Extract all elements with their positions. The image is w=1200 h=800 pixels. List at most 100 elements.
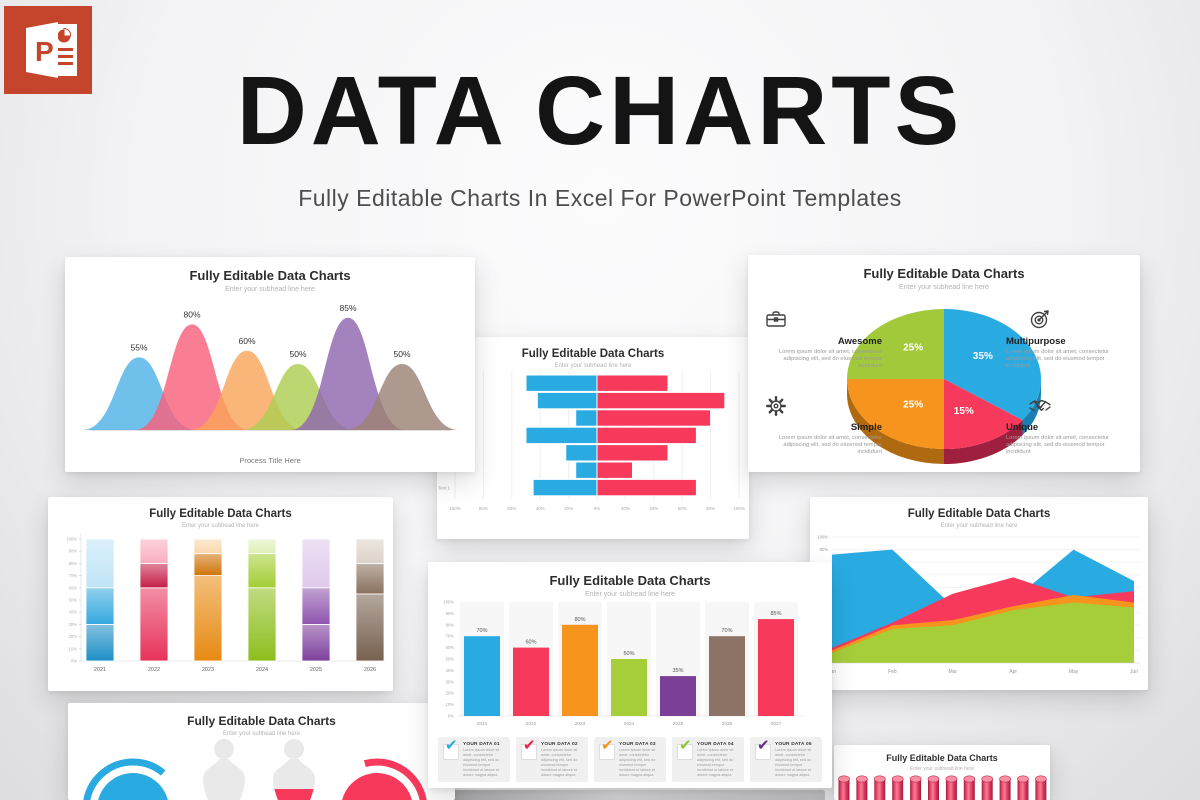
cylinder-bar — [945, 779, 957, 800]
header: DATA CHARTS Fully Editable Charts In Exc… — [0, 62, 1200, 212]
column-segment — [247, 538, 277, 555]
chart-label: 15% — [954, 406, 974, 417]
chart-label: 60% — [525, 640, 536, 646]
chart-label: 2026 — [722, 721, 733, 727]
bar — [562, 624, 598, 716]
tornado-bar-left — [575, 461, 598, 479]
column-segment — [301, 624, 331, 662]
svg-text:P: P — [35, 36, 54, 67]
bar — [660, 676, 696, 716]
tornado-bar-left — [536, 391, 598, 410]
chart-label: 70% — [446, 634, 455, 639]
chart-label: 20% — [621, 506, 630, 511]
chart-label: 80% — [183, 309, 200, 319]
callout-title: Multipurpose — [1006, 336, 1066, 347]
gear-icon — [764, 393, 882, 419]
slide-subtitle: Enter your subhead line here — [899, 284, 989, 291]
chart-label: 60% — [69, 585, 78, 590]
chart-label: 40% — [649, 506, 658, 511]
stacked-column-chart: 0% 10% 20% 30% 40% 50% 60% 70% 80% 90% 100% 2021 202… — [66, 533, 386, 673]
pie-callout-awesome: Awesome Lorem ipsum dolor sit amet, conse… — [764, 307, 882, 370]
legend-title: YOUR DATA 03 — [619, 741, 656, 747]
legend-text: Lorem ipsum dolor sit amet, consectetur … — [697, 748, 734, 778]
chart-label: 50% — [393, 349, 410, 359]
chart-label: 50% — [446, 657, 455, 662]
slide-title: Fully Editable Data Charts — [149, 508, 292, 520]
chart-label: 2024 — [256, 667, 268, 673]
pie-slice-side — [847, 379, 944, 464]
tornado-bar-left — [525, 426, 598, 445]
chart-label: 2022 — [526, 721, 537, 727]
column-segment — [301, 538, 331, 589]
checkbox-icon: ✔ — [677, 738, 693, 760]
callout-text: Lorem ipsum dolor sit amet, consectetur … — [1006, 349, 1110, 370]
chart-label: 2022 — [148, 667, 160, 673]
chart-label: 100% — [443, 600, 454, 605]
chart-label: 100% — [817, 535, 828, 540]
chart-label: 40% — [69, 610, 78, 615]
legend-title: YOUR DATA 05 — [775, 741, 812, 747]
bar — [513, 647, 549, 716]
page-subtitle: Fully Editable Charts In Excel For Power… — [298, 185, 902, 211]
chart-label: 20% — [564, 506, 573, 511]
legend-box: ✔ YOUR DATA 04 Lorem ipsum dolor sit amet,… — [672, 736, 744, 782]
chart-label: 70% — [69, 573, 78, 578]
donut-arc — [83, 758, 166, 800]
chart-label: 2021 — [94, 667, 106, 673]
slide-card-cylinders: Fully Editable Data Charts Enter your su… — [834, 745, 1050, 800]
partial-card-edge — [447, 790, 825, 800]
cylinder-bar — [981, 779, 993, 800]
column-segment — [355, 563, 385, 595]
chart-label: 2025 — [673, 721, 684, 727]
chart-label: 85% — [770, 611, 781, 617]
chart-label: 35% — [973, 351, 993, 362]
tornado-bar-left — [575, 409, 598, 427]
chart-label: 90% — [446, 611, 455, 616]
chart-label: 10% — [446, 702, 455, 707]
tornado-bar-left — [565, 444, 598, 462]
donut-circle-blue — [98, 773, 168, 800]
pie-callout-multipurpose: Multipurpose Lorem ipsum dolor sit amet, … — [1006, 307, 1124, 370]
legend-box: ✔ YOUR DATA 03 Lorem ipsum dolor sit amet,… — [594, 736, 666, 782]
chart-label: Feb — [888, 669, 897, 675]
cylinder-chart — [838, 775, 1047, 800]
bell-shape — [345, 364, 459, 430]
donut-arc — [363, 758, 427, 800]
chart-label: 100% — [449, 506, 461, 511]
cylinder-bar — [963, 779, 975, 800]
chart-label: 35% — [672, 668, 683, 674]
slide-card-pie-chart: Fully Editable Data Charts Enter your su… — [748, 255, 1140, 472]
callout-text: Lorem ipsum dolor sit amet, consectetur … — [778, 349, 882, 370]
chart-label: 2025 — [310, 667, 322, 673]
legend-title: YOUR DATA 04 — [697, 741, 734, 747]
tornado-bar-left — [532, 478, 598, 497]
person-figure — [203, 759, 245, 800]
legend-box: ✔ YOUR DATA 02 Lorem ipsum dolor sit amet,… — [516, 736, 588, 782]
checkbox-icon: ✔ — [521, 738, 537, 760]
bar — [758, 619, 794, 716]
chart-label: Apr — [1009, 669, 1017, 675]
target-icon — [1006, 307, 1124, 333]
slide-card-percent-bars: Fully Editable Data Charts Enter your su… — [428, 562, 832, 788]
chart-label: 25% — [903, 400, 923, 411]
chart-label: 60% — [238, 336, 255, 346]
slide-subtitle: Enter your subhead line here — [225, 286, 315, 293]
chart-label: 40% — [536, 506, 545, 511]
area-chart: 100% 90% Jan Feb Mar Apr May Jun — [817, 535, 1140, 675]
chart-label: 90% — [69, 549, 78, 554]
column-segment — [193, 575, 223, 662]
chart-label: 2024 — [624, 721, 635, 727]
chart-label: 80% — [446, 622, 455, 627]
legend-title: YOUR DATA 02 — [541, 741, 578, 747]
callout-title: Unique — [1006, 422, 1039, 433]
chart-label: 30% — [446, 679, 455, 684]
column-segment — [139, 538, 169, 564]
slide-title: Fully Editable Data Charts — [863, 266, 1025, 281]
cylinder-bar — [874, 779, 886, 800]
cylinder-bar — [910, 779, 922, 800]
briefcase-icon — [764, 307, 882, 333]
chart-label: Mar — [948, 669, 957, 675]
callout-title: Awesome — [837, 336, 882, 347]
slide-title: Fully Editable Data Charts — [886, 753, 998, 763]
